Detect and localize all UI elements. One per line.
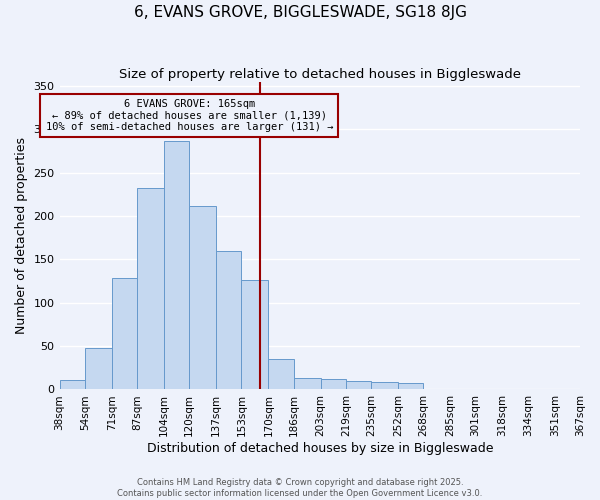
Bar bbox=[137, 188, 164, 390]
Text: Contains HM Land Registry data © Crown copyright and database right 2025.
Contai: Contains HM Land Registry data © Crown c… bbox=[118, 478, 482, 498]
Bar bbox=[164, 140, 189, 390]
X-axis label: Distribution of detached houses by size in Biggleswade: Distribution of detached houses by size … bbox=[146, 442, 493, 455]
Bar bbox=[346, 381, 371, 390]
Y-axis label: Number of detached properties: Number of detached properties bbox=[15, 137, 28, 334]
Bar bbox=[59, 380, 85, 390]
Bar bbox=[398, 384, 424, 390]
Bar bbox=[112, 278, 137, 390]
Bar bbox=[216, 250, 241, 390]
Bar bbox=[85, 348, 112, 390]
Bar bbox=[268, 359, 293, 390]
Bar bbox=[320, 379, 346, 390]
Text: 6, EVANS GROVE, BIGGLESWADE, SG18 8JG: 6, EVANS GROVE, BIGGLESWADE, SG18 8JG bbox=[133, 5, 467, 20]
Title: Size of property relative to detached houses in Biggleswade: Size of property relative to detached ho… bbox=[119, 68, 521, 80]
Bar bbox=[241, 280, 268, 390]
Text: 6 EVANS GROVE: 165sqm
← 89% of detached houses are smaller (1,139)
10% of semi-d: 6 EVANS GROVE: 165sqm ← 89% of detached … bbox=[46, 99, 333, 132]
Bar bbox=[189, 206, 216, 390]
Bar bbox=[371, 382, 398, 390]
Bar bbox=[293, 378, 320, 390]
